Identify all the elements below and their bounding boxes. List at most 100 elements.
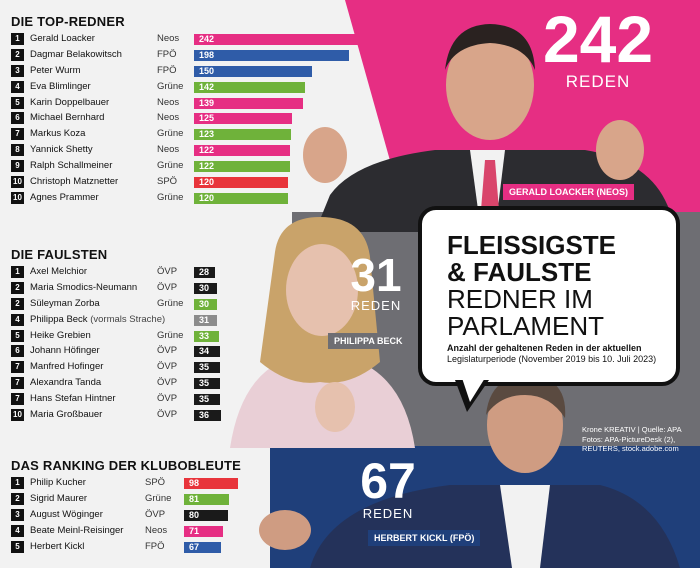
rank-badge: 10 [11, 409, 24, 422]
bar-value: 120 [199, 177, 215, 188]
bar-value: 198 [199, 49, 215, 60]
table-row: 1 Philip Kucher SPÖ 98 [11, 475, 385, 491]
bar [194, 192, 288, 204]
bar-value: 35 [199, 378, 210, 389]
bar [184, 509, 228, 521]
speaker-name-text: Philip Kucher [30, 477, 86, 488]
rank-badge: 2 [11, 492, 24, 505]
bar-value: 81 [189, 493, 200, 504]
speaker-name: August Wöginger [30, 509, 103, 521]
bar-value: 35 [199, 394, 210, 405]
speaker-name: Markus Koza [30, 128, 85, 140]
rank-badge: 6 [11, 345, 24, 358]
bar [194, 177, 288, 189]
speaker-name-text: Beate Meinl-Reisinger [30, 524, 124, 536]
table-row: 4 Eva Blimlinger Grüne 142 [11, 79, 385, 95]
headline-line4: PARLAMENT [447, 311, 604, 341]
bar-value: 36 [199, 410, 210, 421]
table-row: 7 Manfred Hofinger ÖVP 35 [11, 359, 385, 375]
speaker-name: Philippa Beck (vormals Strache) [30, 314, 165, 326]
party-label: ÖVP [157, 377, 178, 389]
speaker-name-text: Gerald Loacker [30, 33, 95, 44]
photo-herbert-kickl [259, 375, 680, 568]
caption-herbert-kickl: HERBERT KICKL (FPÖ) [368, 530, 481, 546]
bar-value: 80 [189, 509, 200, 520]
table-row: 10 Agnes Prammer Grüne 120 [11, 190, 385, 206]
speaker-name: Peter Wurm [30, 65, 81, 77]
rank-badge: 7 [11, 128, 24, 141]
party-label: SPÖ [157, 176, 178, 188]
bar [194, 129, 291, 141]
speaker-name-text: Christoph Matznetter [30, 176, 119, 188]
speaker-note: (vormals Strache) [87, 313, 166, 325]
speaker-name: Sigrid Maurer [30, 493, 87, 505]
bar [184, 493, 229, 505]
table-row: 7 Alexandra Tanda ÖVP 35 [11, 375, 385, 391]
speaker-name: Eva Blimlinger [30, 81, 91, 93]
speaker-name: Manfred Hofinger [30, 361, 103, 373]
table-row: 9 Ralph Schallmeiner Grüne 122 [11, 158, 385, 174]
callout-clubs-sub: REDEN [362, 506, 414, 521]
bar [194, 145, 290, 157]
bar-value: 123 [199, 129, 215, 140]
rank-badge: 6 [11, 112, 24, 125]
party-label: ÖVP [157, 281, 178, 293]
party-label: Grüne [157, 80, 184, 92]
party-label: Neos [157, 112, 180, 124]
speaker-name-text: Ralph Schallmeiner [30, 160, 113, 172]
table-row: 7 Markus Koza Grüne 123 [11, 126, 385, 142]
callout-lazy-sub: REDEN [350, 298, 402, 313]
rank-badge: 4 [11, 80, 24, 93]
rank-badge: 2 [11, 281, 24, 294]
bubble-tail-inner [462, 378, 485, 402]
table-row: 1 Axel Melchior ÖVP 28 [11, 264, 385, 280]
rank-badge: 7 [11, 377, 24, 390]
speaker-name-text: Manfred Hofinger [30, 361, 104, 373]
rank-badge: 1 [11, 477, 24, 489]
rank-badge: 9 [11, 160, 24, 173]
speaker-name: Agnes Prammer [30, 192, 99, 204]
party-label: FPÖ [157, 48, 177, 60]
speaker-name: Philip Kucher [30, 477, 86, 489]
party-label: ÖVP [157, 393, 178, 405]
bar [184, 525, 223, 537]
laziest-list: 1 Axel Melchior ÖVP 28 2 Maria Smodics-Neuman… [11, 264, 385, 423]
speaker-name-text: Agnes Prammer [30, 191, 99, 203]
rank-badge: 4 [11, 313, 24, 326]
rank-badge: 10 [11, 176, 24, 189]
bar-value: 150 [199, 65, 215, 76]
bar [194, 362, 220, 374]
speaker-name-text: Eva Blimlinger [30, 80, 91, 92]
bar [194, 113, 292, 125]
table-row: 7 Hans Stefan Hintner ÖVP 35 [11, 391, 385, 407]
rank-badge: 5 [11, 329, 24, 342]
rank-badge: 5 [11, 96, 24, 109]
callout-clubs: 67 REDEN [343, 456, 433, 521]
headline-bubble [418, 206, 680, 386]
party-label: Grüne [145, 492, 172, 504]
party-label: SPÖ [145, 477, 166, 488]
credit-line1: Krone KREATIV | Quelle: APA [582, 425, 682, 434]
party-label: ÖVP [157, 361, 178, 373]
party-label: ÖVP [145, 508, 166, 520]
bar-value: 71 [189, 525, 200, 536]
bar [194, 282, 217, 294]
callout-lazy: 31 REDEN [336, 252, 416, 313]
caption-philippa-beck: PHILIPPA BECK [328, 333, 409, 349]
table-row: 4 Beate Meinl-Reisinger Neos 71 [11, 523, 385, 539]
speaker-name-text: August Wöginger [30, 508, 103, 520]
bar [194, 267, 215, 278]
table-row: 10 Maria Großbauer ÖVP 36 [11, 407, 385, 423]
speaker-name-text: Sigrid Maurer [30, 492, 88, 504]
speaker-name-text: Süleyman Zorba [30, 297, 100, 309]
speaker-name-text: Johann Höfinger [30, 345, 100, 357]
speaker-name: Maria Großbauer [30, 409, 102, 421]
party-label: Grüne [157, 160, 184, 172]
bar-value: 67 [189, 541, 200, 552]
callout-lazy-number: 31 [350, 249, 402, 301]
table-row: 10 Christoph Matznetter SPÖ 120 [11, 174, 385, 190]
callout-top-sub: REDEN [565, 72, 631, 91]
bar [194, 81, 305, 93]
party-label: Grüne [157, 191, 184, 203]
table-row: 6 Michael Bernhard Neos 125 [11, 110, 385, 126]
